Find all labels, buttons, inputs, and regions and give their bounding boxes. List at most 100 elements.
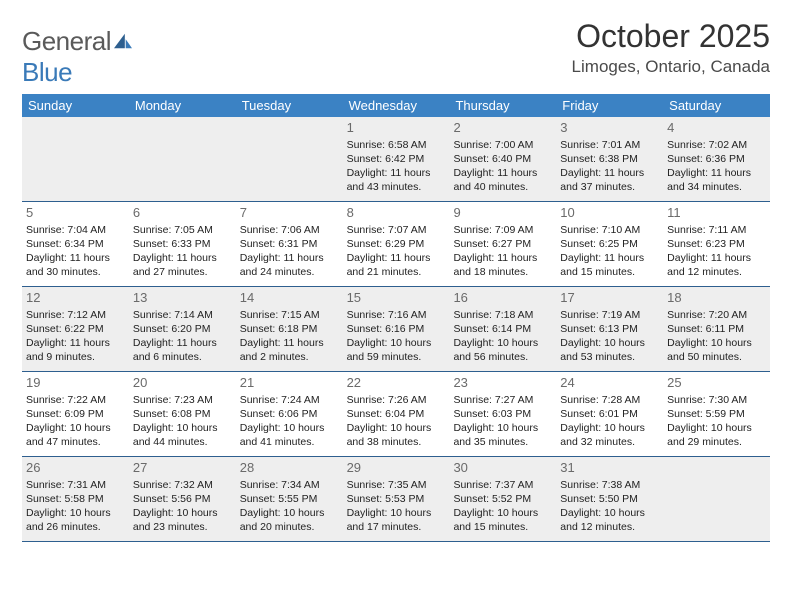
sunrise-text: Sunrise: 7:19 AM bbox=[560, 308, 659, 322]
day-cell: 17Sunrise: 7:19 AMSunset: 6:13 PMDayligh… bbox=[556, 287, 663, 371]
sunrise-text: Sunrise: 7:06 AM bbox=[240, 223, 339, 237]
day-cell: 19Sunrise: 7:22 AMSunset: 6:09 PMDayligh… bbox=[22, 372, 129, 456]
daylight-text: Daylight: 10 hours and 50 minutes. bbox=[667, 336, 766, 364]
day-number: 20 bbox=[133, 374, 232, 392]
weekday-label: Thursday bbox=[449, 94, 556, 117]
daylight-text: Daylight: 11 hours and 27 minutes. bbox=[133, 251, 232, 279]
day-number: 31 bbox=[560, 459, 659, 477]
day-number: 22 bbox=[347, 374, 446, 392]
day-cell: 30Sunrise: 7:37 AMSunset: 5:52 PMDayligh… bbox=[449, 457, 556, 541]
sunrise-text: Sunrise: 7:10 AM bbox=[560, 223, 659, 237]
sunset-text: Sunset: 6:22 PM bbox=[26, 322, 125, 336]
day-cell: 16Sunrise: 7:18 AMSunset: 6:14 PMDayligh… bbox=[449, 287, 556, 371]
weekday-header: Sunday Monday Tuesday Wednesday Thursday… bbox=[22, 94, 770, 117]
day-cell: 5Sunrise: 7:04 AMSunset: 6:34 PMDaylight… bbox=[22, 202, 129, 286]
sunrise-text: Sunrise: 7:30 AM bbox=[667, 393, 766, 407]
calendar: Sunday Monday Tuesday Wednesday Thursday… bbox=[22, 94, 770, 542]
sunset-text: Sunset: 6:14 PM bbox=[453, 322, 552, 336]
sunrise-text: Sunrise: 7:18 AM bbox=[453, 308, 552, 322]
day-number: 14 bbox=[240, 289, 339, 307]
day-number: 15 bbox=[347, 289, 446, 307]
sunset-text: Sunset: 5:53 PM bbox=[347, 492, 446, 506]
daylight-text: Daylight: 11 hours and 43 minutes. bbox=[347, 166, 446, 194]
sunrise-text: Sunrise: 7:23 AM bbox=[133, 393, 232, 407]
brand-name: General Blue bbox=[22, 26, 134, 88]
day-number: 29 bbox=[347, 459, 446, 477]
sunset-text: Sunset: 6:11 PM bbox=[667, 322, 766, 336]
daylight-text: Daylight: 10 hours and 20 minutes. bbox=[240, 506, 339, 534]
brand-logo: General Blue bbox=[22, 26, 134, 88]
sunset-text: Sunset: 6:33 PM bbox=[133, 237, 232, 251]
day-number: 7 bbox=[240, 204, 339, 222]
day-number: 17 bbox=[560, 289, 659, 307]
sunrise-text: Sunrise: 7:01 AM bbox=[560, 138, 659, 152]
sunset-text: Sunset: 5:59 PM bbox=[667, 407, 766, 421]
sunset-text: Sunset: 6:40 PM bbox=[453, 152, 552, 166]
day-cell: 12Sunrise: 7:12 AMSunset: 6:22 PMDayligh… bbox=[22, 287, 129, 371]
sunrise-text: Sunrise: 7:26 AM bbox=[347, 393, 446, 407]
sunrise-text: Sunrise: 6:58 AM bbox=[347, 138, 446, 152]
daylight-text: Daylight: 11 hours and 15 minutes. bbox=[560, 251, 659, 279]
weekday-label: Friday bbox=[556, 94, 663, 117]
sunset-text: Sunset: 6:18 PM bbox=[240, 322, 339, 336]
daylight-text: Daylight: 10 hours and 38 minutes. bbox=[347, 421, 446, 449]
day-cell: 13Sunrise: 7:14 AMSunset: 6:20 PMDayligh… bbox=[129, 287, 236, 371]
daylight-text: Daylight: 10 hours and 23 minutes. bbox=[133, 506, 232, 534]
sunrise-text: Sunrise: 7:20 AM bbox=[667, 308, 766, 322]
sunrise-text: Sunrise: 7:31 AM bbox=[26, 478, 125, 492]
day-number: 8 bbox=[347, 204, 446, 222]
sunrise-text: Sunrise: 7:27 AM bbox=[453, 393, 552, 407]
day-number: 10 bbox=[560, 204, 659, 222]
weekday-label: Saturday bbox=[663, 94, 770, 117]
sunrise-text: Sunrise: 7:05 AM bbox=[133, 223, 232, 237]
sunrise-text: Sunrise: 7:28 AM bbox=[560, 393, 659, 407]
daylight-text: Daylight: 11 hours and 2 minutes. bbox=[240, 336, 339, 364]
week-row: 12Sunrise: 7:12 AMSunset: 6:22 PMDayligh… bbox=[22, 287, 770, 372]
day-number: 1 bbox=[347, 119, 446, 137]
sunset-text: Sunset: 5:50 PM bbox=[560, 492, 659, 506]
day-cell: 21Sunrise: 7:24 AMSunset: 6:06 PMDayligh… bbox=[236, 372, 343, 456]
weeks-container: 1Sunrise: 6:58 AMSunset: 6:42 PMDaylight… bbox=[22, 117, 770, 542]
sunset-text: Sunset: 5:55 PM bbox=[240, 492, 339, 506]
sunrise-text: Sunrise: 7:22 AM bbox=[26, 393, 125, 407]
daylight-text: Daylight: 11 hours and 12 minutes. bbox=[667, 251, 766, 279]
day-cell: 11Sunrise: 7:11 AMSunset: 6:23 PMDayligh… bbox=[663, 202, 770, 286]
day-number: 18 bbox=[667, 289, 766, 307]
day-number: 2 bbox=[453, 119, 552, 137]
daylight-text: Daylight: 11 hours and 24 minutes. bbox=[240, 251, 339, 279]
weekday-label: Sunday bbox=[22, 94, 129, 117]
day-cell: 23Sunrise: 7:27 AMSunset: 6:03 PMDayligh… bbox=[449, 372, 556, 456]
day-cell: 6Sunrise: 7:05 AMSunset: 6:33 PMDaylight… bbox=[129, 202, 236, 286]
day-cell: 4Sunrise: 7:02 AMSunset: 6:36 PMDaylight… bbox=[663, 117, 770, 201]
sunset-text: Sunset: 6:13 PM bbox=[560, 322, 659, 336]
day-cell: 9Sunrise: 7:09 AMSunset: 6:27 PMDaylight… bbox=[449, 202, 556, 286]
daylight-text: Daylight: 11 hours and 18 minutes. bbox=[453, 251, 552, 279]
sunset-text: Sunset: 6:31 PM bbox=[240, 237, 339, 251]
day-number: 26 bbox=[26, 459, 125, 477]
day-number: 30 bbox=[453, 459, 552, 477]
day-cell: 31Sunrise: 7:38 AMSunset: 5:50 PMDayligh… bbox=[556, 457, 663, 541]
day-cell: 27Sunrise: 7:32 AMSunset: 5:56 PMDayligh… bbox=[129, 457, 236, 541]
day-cell: 26Sunrise: 7:31 AMSunset: 5:58 PMDayligh… bbox=[22, 457, 129, 541]
sunrise-text: Sunrise: 7:04 AM bbox=[26, 223, 125, 237]
day-cell: 18Sunrise: 7:20 AMSunset: 6:11 PMDayligh… bbox=[663, 287, 770, 371]
brand-name-a: General bbox=[22, 26, 111, 56]
daylight-text: Daylight: 10 hours and 12 minutes. bbox=[560, 506, 659, 534]
sunrise-text: Sunrise: 7:07 AM bbox=[347, 223, 446, 237]
sunrise-text: Sunrise: 7:02 AM bbox=[667, 138, 766, 152]
weekday-label: Wednesday bbox=[343, 94, 450, 117]
week-row: 26Sunrise: 7:31 AMSunset: 5:58 PMDayligh… bbox=[22, 457, 770, 542]
day-number: 23 bbox=[453, 374, 552, 392]
day-cell: 8Sunrise: 7:07 AMSunset: 6:29 PMDaylight… bbox=[343, 202, 450, 286]
day-number: 9 bbox=[453, 204, 552, 222]
daylight-text: Daylight: 10 hours and 56 minutes. bbox=[453, 336, 552, 364]
day-cell: 22Sunrise: 7:26 AMSunset: 6:04 PMDayligh… bbox=[343, 372, 450, 456]
sunrise-text: Sunrise: 7:16 AM bbox=[347, 308, 446, 322]
sunset-text: Sunset: 5:52 PM bbox=[453, 492, 552, 506]
day-number: 12 bbox=[26, 289, 125, 307]
weekday-label: Tuesday bbox=[236, 94, 343, 117]
sunrise-text: Sunrise: 7:32 AM bbox=[133, 478, 232, 492]
sunset-text: Sunset: 6:09 PM bbox=[26, 407, 125, 421]
sunset-text: Sunset: 6:03 PM bbox=[453, 407, 552, 421]
daylight-text: Daylight: 11 hours and 37 minutes. bbox=[560, 166, 659, 194]
